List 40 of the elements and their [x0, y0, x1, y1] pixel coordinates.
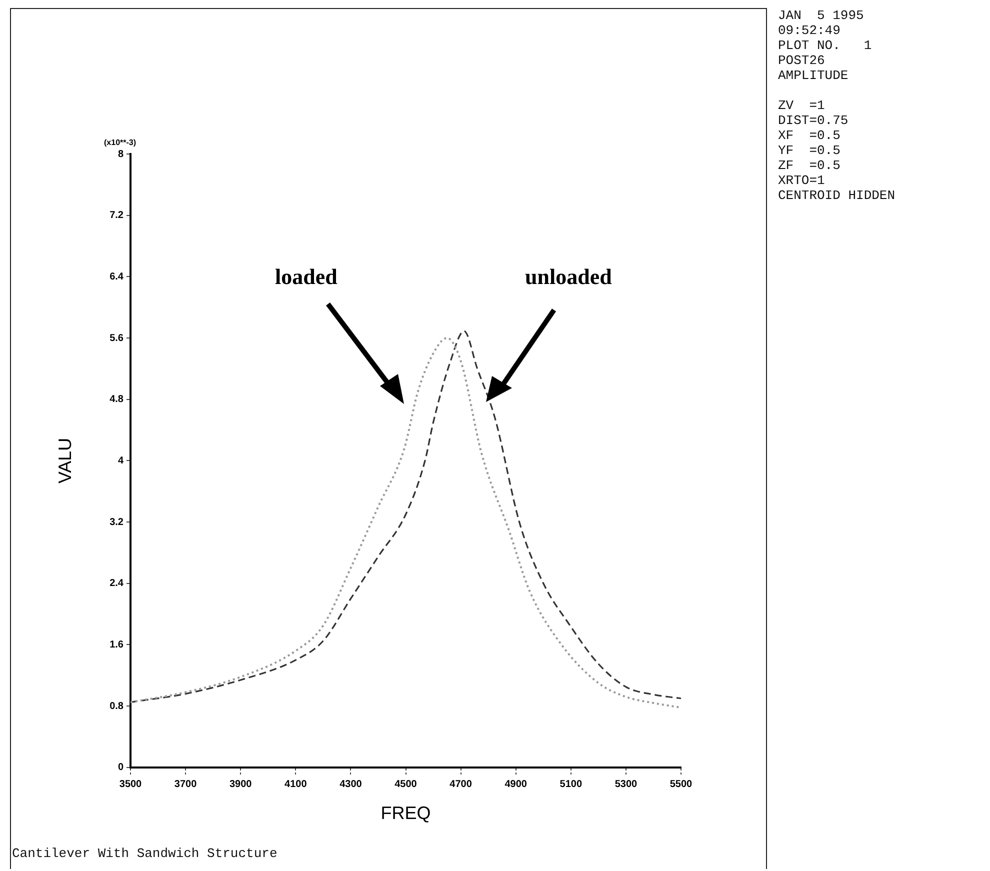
- x-tick-label: 4100: [284, 779, 308, 790]
- x-tick-label: 5500: [670, 779, 693, 790]
- text: ZV =1: [778, 98, 825, 113]
- text: PLOT NO. 1: [778, 38, 872, 53]
- y-tick-label: 4.8: [110, 394, 124, 406]
- text: (x10**-3): [104, 138, 136, 147]
- y-tick-label: 5.6: [110, 332, 124, 344]
- x-tick-label: 3700: [174, 779, 198, 790]
- x-tick-label: 4500: [394, 779, 418, 790]
- y-tick-label: 6.4: [110, 271, 124, 282]
- y-tick-label: 0: [118, 762, 124, 774]
- text: XRTO=1: [778, 173, 825, 188]
- y-tick-label: 7.2: [110, 210, 124, 222]
- x-axis-title: FREQ: [380, 803, 431, 824]
- text: POST26: [778, 53, 825, 68]
- x-tick-label: 4700: [450, 779, 472, 790]
- y-tick-label: 0.8: [110, 700, 124, 712]
- y-tick-label: 8: [118, 148, 124, 160]
- text: Cantilever With Sandwich Structure: [12, 846, 278, 861]
- x-tick-label: 3900: [229, 779, 252, 790]
- y-tick-label: 1.6: [110, 639, 124, 650]
- y-axis-title: VALU: [54, 438, 75, 484]
- text: 09:52:49: [778, 23, 840, 38]
- x-tick-label: 3500: [119, 779, 142, 790]
- text: AMPLITUDE: [778, 68, 848, 83]
- text: DIST=0.75: [778, 113, 848, 128]
- y-tick-label: 3.2: [110, 516, 124, 528]
- y-tick-label: 4: [118, 455, 124, 466]
- text: CENTROID HIDDEN: [778, 188, 896, 203]
- text: unloaded: [525, 264, 612, 290]
- x-tick-label: 4300: [340, 779, 362, 790]
- text: loaded: [275, 264, 338, 290]
- x-tick-label: 5100: [560, 779, 582, 790]
- x-tick-label: 5300: [614, 779, 638, 790]
- y-tick-label: 2.4: [110, 578, 124, 590]
- x-tick-label: 4900: [504, 779, 528, 790]
- text: YF =0.5: [778, 143, 840, 158]
- text: JAN 5 1995: [778, 8, 864, 23]
- text: ZF =0.5: [778, 158, 840, 173]
- text: XF =0.5: [778, 128, 840, 143]
